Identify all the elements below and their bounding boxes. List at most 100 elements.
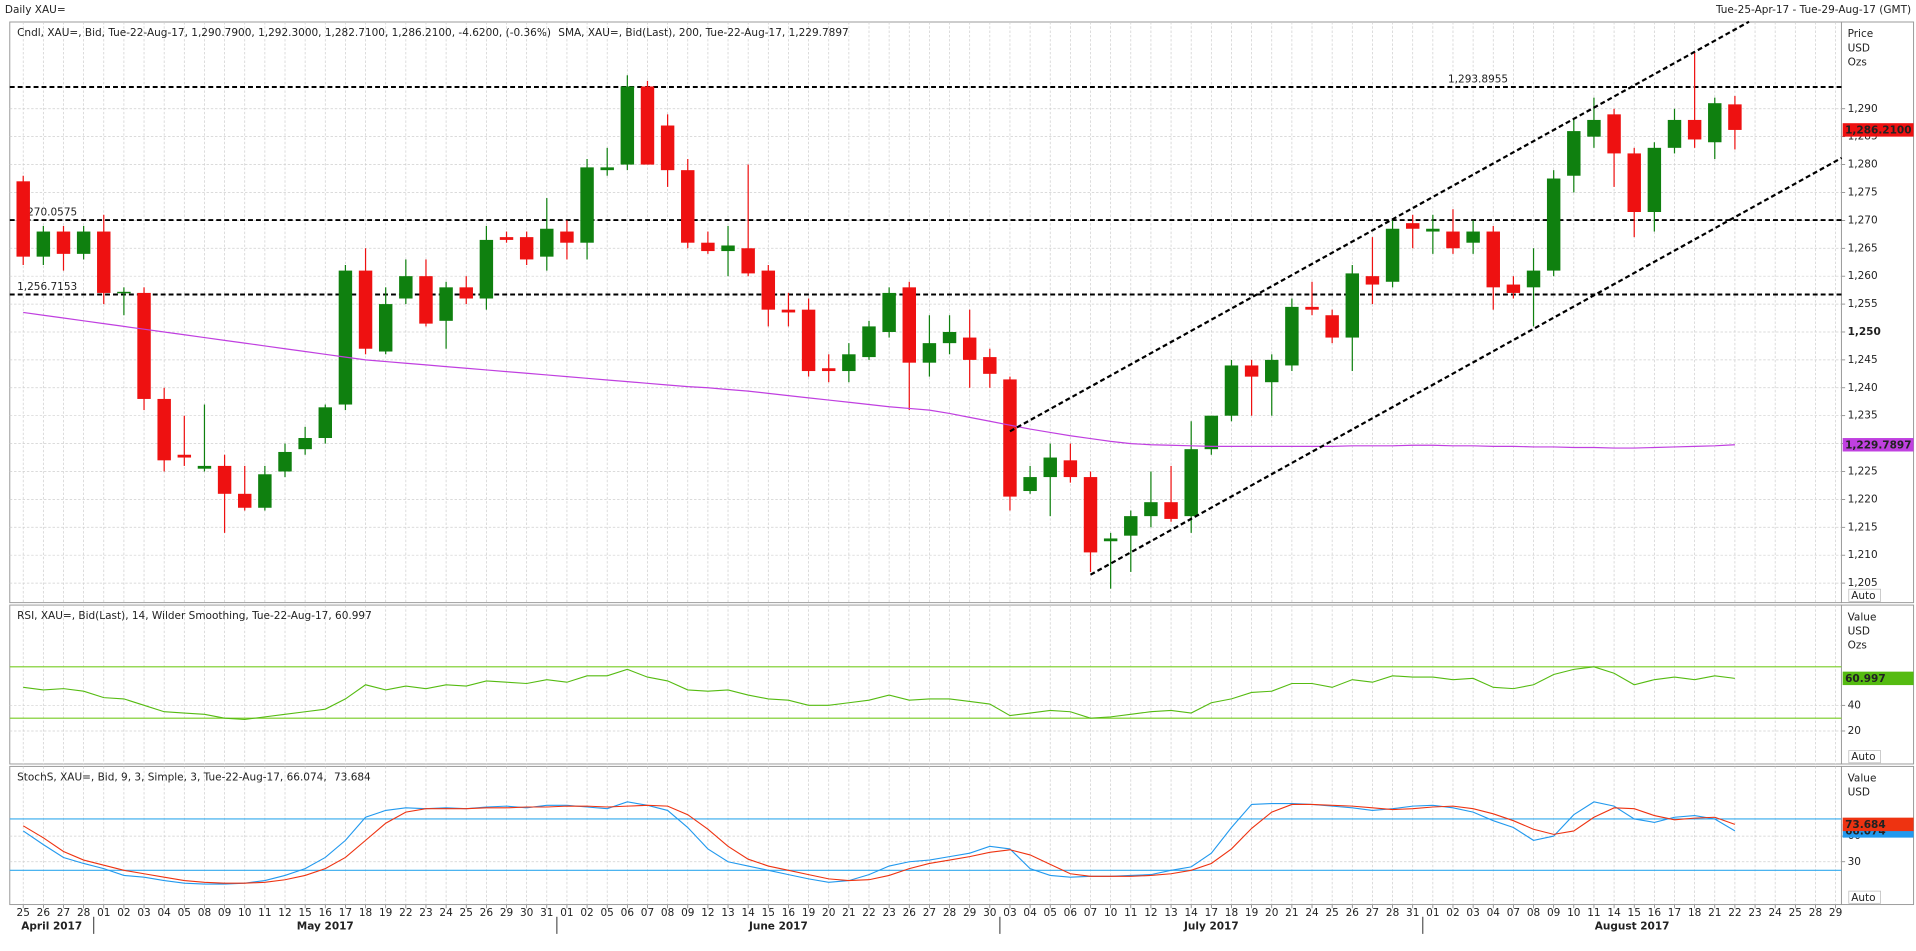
candle-body — [1305, 306, 1319, 310]
y-tick-label: 1,240 — [1848, 382, 1878, 394]
x-tick-label: 30 — [520, 907, 533, 919]
x-tick-label: 19 — [802, 907, 815, 919]
x-tick-label: 15 — [1628, 907, 1641, 919]
x-tick-label: 23 — [419, 907, 432, 919]
y-tick-label: 1,260 — [1848, 270, 1878, 282]
x-tick-label: 19 — [379, 907, 392, 919]
x-tick-label: 25 — [17, 907, 30, 919]
candle-body — [1587, 119, 1601, 137]
candle-body — [1526, 270, 1541, 288]
candle-body — [1546, 178, 1561, 271]
candle-body — [137, 292, 151, 399]
candle-body — [1385, 228, 1400, 282]
x-tick-label: 05 — [1044, 907, 1057, 919]
x-tick-label: 08 — [661, 907, 674, 919]
last-value-box — [1842, 817, 1914, 832]
candle-body — [439, 287, 453, 321]
candle-body — [1365, 276, 1380, 285]
x-tick-label: 15 — [298, 907, 311, 919]
axis-title: Price — [1848, 28, 1874, 40]
legend-entry: SMA, XAU=, Bid(Last), 200, Tue-22-Aug-17… — [558, 27, 848, 39]
x-tick-label: 26 — [1346, 907, 1360, 919]
candle-body — [1405, 223, 1420, 229]
candle-body — [721, 245, 735, 252]
candle-body — [882, 292, 896, 332]
candle-body — [97, 231, 111, 293]
candle-body — [378, 304, 393, 352]
x-tick-label: 28 — [77, 907, 90, 919]
level-label-bg — [15, 281, 79, 294]
x-tick-label: 04 — [1023, 907, 1037, 919]
last-value-label: 1,286.2100 — [1845, 125, 1911, 137]
y-tick-label: 1,270 — [1848, 214, 1878, 226]
auto-box — [1848, 588, 1881, 602]
level-label-bg — [15, 206, 79, 219]
chart-title: Daily XAU= — [5, 4, 66, 16]
candle-body — [1486, 231, 1500, 288]
x-tick-label: 07 — [641, 907, 654, 919]
candle-body — [238, 493, 252, 508]
x-tick-label: 26 — [37, 907, 51, 919]
panel-frame — [9, 604, 1842, 765]
x-tick-label: 18 — [359, 907, 372, 919]
candle-body — [36, 231, 51, 257]
axis-frame — [1840, 21, 1915, 604]
candle-body — [217, 465, 232, 494]
date-range: Tue-25-Apr-17 - Tue-29-Aug-17 (GMT) — [1715, 4, 1911, 16]
axis-title: Ozs — [1848, 56, 1867, 68]
x-tick-label: 03 — [1003, 907, 1016, 919]
candle-body — [962, 337, 977, 360]
last-value-label: 1,229.7897 — [1845, 439, 1911, 451]
y-tick-label: 40 — [1848, 699, 1861, 711]
x-tick-label: 09 — [1547, 907, 1560, 919]
x-tick-label: 29 — [500, 907, 513, 919]
candle-body — [338, 270, 353, 405]
y-tick-label: 1,280 — [1848, 159, 1878, 171]
candle-body — [862, 326, 876, 358]
x-tick-label: 02 — [117, 907, 130, 919]
candle-body — [801, 309, 816, 372]
x-tick-label: 19 — [1245, 907, 1258, 919]
x-tick-label: 31 — [1406, 907, 1419, 919]
candle-body — [701, 242, 715, 252]
month-label: July 2017 — [1183, 921, 1239, 933]
candle-body — [157, 398, 171, 461]
x-tick-label: 20 — [1265, 907, 1278, 919]
auto-box — [1848, 750, 1881, 764]
candle-body — [741, 248, 755, 274]
y-tick-label: 20 — [1848, 725, 1861, 737]
auto-label: Auto — [1851, 590, 1875, 602]
candle-body — [1184, 449, 1198, 517]
auto-label: Auto — [1851, 892, 1875, 904]
candle-body — [1647, 147, 1662, 213]
candle-body — [842, 354, 856, 372]
candle-body — [197, 465, 212, 469]
x-tick-label: 28 — [1386, 907, 1399, 919]
x-tick-label: 17 — [1668, 907, 1681, 919]
candle-body — [1144, 502, 1158, 517]
y-tick-label: 1,220 — [1848, 493, 1878, 505]
candle-body — [660, 125, 675, 171]
last-value-label: 73.684 — [1845, 819, 1886, 831]
y-tick-label: 1,250 — [1848, 326, 1881, 338]
x-tick-label: 12 — [1144, 907, 1157, 919]
candle-body — [1124, 516, 1138, 536]
candle-body — [298, 438, 312, 450]
y-tick-label: 1,275 — [1848, 186, 1878, 198]
x-tick-label: 15 — [762, 907, 775, 919]
auto-box — [1848, 890, 1881, 904]
candle-body — [1708, 103, 1722, 143]
x-tick-label: 11 — [258, 907, 271, 919]
candle-body — [983, 357, 997, 374]
last-value-label: 60.997 — [1845, 673, 1886, 685]
candle-body — [1164, 502, 1178, 519]
axis-title: USD — [1848, 787, 1870, 799]
x-tick-label: 10 — [1567, 907, 1580, 919]
candle-body — [640, 86, 655, 165]
x-tick-label: 05 — [601, 907, 614, 919]
candle-body — [399, 276, 413, 299]
line-series — [22, 801, 1736, 885]
panel-frame — [9, 765, 1842, 906]
x-tick-label: 14 — [1185, 907, 1199, 919]
